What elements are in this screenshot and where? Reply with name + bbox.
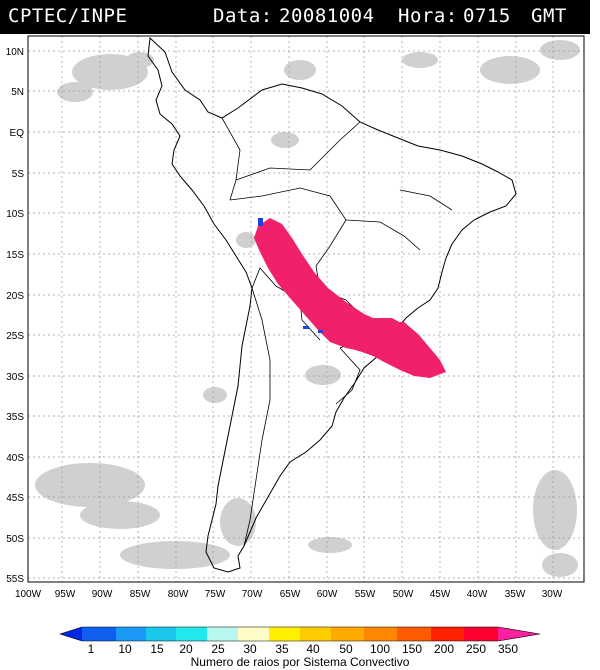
lon-label: 55W: [355, 589, 376, 600]
south-america-map: 10N 5N EQ 5S 10S 15S 20S 25S 30S 35S 40S…: [6, 35, 585, 600]
lon-label: 35W: [505, 589, 526, 600]
legend-swatch: [116, 627, 146, 641]
time-zone: GMT: [531, 5, 567, 27]
lon-label: 75W: [205, 589, 226, 600]
lightning-cluster: [330, 318, 416, 360]
legend-outline: [59, 626, 541, 642]
legend-swatch: [238, 627, 269, 641]
lat-label: 45S: [6, 493, 24, 504]
lon-label: 50W: [393, 589, 414, 600]
legend-tick: 30: [243, 642, 257, 656]
legend-swatch: [397, 627, 431, 641]
graticule: [28, 36, 584, 582]
lat-label: 5S: [12, 169, 25, 180]
date-value: 20081004: [279, 5, 375, 27]
lat-label: 10N: [6, 47, 24, 58]
continent-outline: [147, 36, 517, 573]
lat-label: 20S: [6, 291, 24, 302]
legend-tick: 35: [275, 642, 289, 656]
legend-tick: 20: [179, 642, 193, 656]
lon-label: 45W: [430, 589, 451, 600]
small-cell-central-2: [318, 330, 323, 333]
lon-label: 100W: [15, 589, 42, 600]
lon-label: 95W: [55, 589, 76, 600]
legend-swatch: [176, 627, 207, 641]
source-title: CPTEC/INPE: [8, 5, 128, 27]
legend-swatch: [269, 627, 300, 641]
lon-label: 65W: [280, 589, 301, 600]
lat-label: 30S: [6, 372, 24, 383]
map-header: CPTEC/INPE Data: 20081004 Hora: 0715 GMT: [0, 0, 590, 34]
lat-label: 50S: [6, 534, 24, 545]
legend-tick: 250: [466, 642, 486, 656]
lon-label: 80W: [168, 589, 189, 600]
lightning-systems: [254, 218, 446, 378]
lon-label: 70W: [242, 589, 263, 600]
legend-tick: 25: [211, 642, 225, 656]
lat-label: 10S: [6, 209, 24, 220]
legend-tick: 50: [339, 642, 353, 656]
lat-label: 15S: [6, 250, 24, 261]
legend-tick: 150: [402, 642, 422, 656]
legend-tick: 100: [370, 642, 390, 656]
legend-swatch: [207, 627, 238, 641]
lon-label: 85W: [130, 589, 151, 600]
lat-label: 35S: [6, 412, 24, 423]
lightning-legend: 1 10 15 20 25 30 35 40 50 100 150 200 25…: [59, 626, 541, 669]
legend-swatch: [464, 627, 498, 641]
small-cell-central: [303, 326, 309, 329]
lon-labels: 100W 95W 90W 85W 80W 75W 70W 65W 60W 55W…: [15, 589, 563, 600]
lon-label: 30W: [542, 589, 563, 600]
legend-swatch: [146, 627, 176, 641]
legend-tick: 40: [306, 642, 320, 656]
legend-tick: 10: [118, 642, 132, 656]
map-frame: [27, 35, 585, 583]
lon-label: 60W: [317, 589, 338, 600]
lon-label: 90W: [92, 589, 113, 600]
legend-arrow-high: [498, 627, 540, 641]
lat-labels: 10N 5N EQ 5S 10S 15S 20S 25S 30S 35S 40S…: [6, 47, 25, 585]
time-value: 0715: [463, 5, 511, 27]
legend-tick: 1: [88, 642, 95, 656]
legend-swatch: [82, 627, 116, 641]
lat-label: EQ: [10, 128, 25, 139]
legend-swatch: [300, 627, 331, 641]
small-cell-north: [258, 218, 263, 226]
cloud-cover: [35, 40, 580, 577]
legend-tick: 350: [498, 642, 518, 656]
date-label: Data:: [213, 5, 273, 27]
lat-label: 55S: [6, 574, 24, 585]
lon-label: 40W: [467, 589, 488, 600]
legend-arrow-low: [60, 627, 82, 641]
legend-tick: 200: [434, 642, 454, 656]
legend-tick: 15: [150, 642, 164, 656]
legend-swatch: [431, 627, 464, 641]
time-label: Hora:: [398, 5, 458, 27]
lat-label: 5N: [11, 87, 24, 98]
lat-label: 40S: [6, 453, 24, 464]
legend-swatch: [331, 627, 364, 641]
legend-caption: Numero de raios por Sistema Convectivo: [191, 655, 410, 669]
lat-label: 25S: [6, 331, 24, 342]
legend-swatch: [364, 627, 397, 641]
